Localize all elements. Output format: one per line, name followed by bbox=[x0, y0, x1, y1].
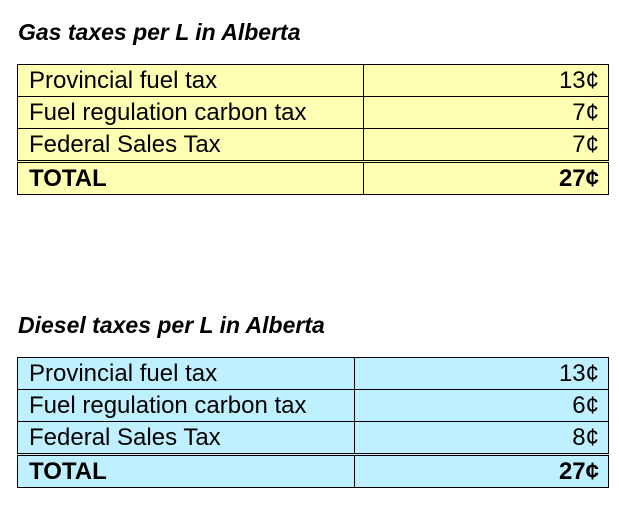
tax-label: Fuel regulation carbon tax bbox=[17, 389, 355, 422]
tax-label: Federal Sales Tax bbox=[17, 421, 355, 455]
gas-tax-table: Provincial fuel tax 13¢ Fuel regulation … bbox=[17, 64, 609, 195]
tax-amount: 7¢ bbox=[363, 128, 609, 162]
total-amount: 27¢ bbox=[363, 160, 609, 195]
total-amount: 27¢ bbox=[354, 453, 609, 488]
tax-amount: 13¢ bbox=[363, 64, 609, 97]
table-row: Federal Sales Tax 7¢ bbox=[17, 128, 609, 162]
diesel-tax-table: Provincial fuel tax 13¢ Fuel regulation … bbox=[17, 357, 609, 488]
total-label: TOTAL bbox=[17, 160, 364, 195]
table-row: Fuel regulation carbon tax 6¢ bbox=[17, 389, 609, 422]
gas-section-title: Gas taxes per L in Alberta bbox=[18, 19, 301, 45]
table-row: Fuel regulation carbon tax 7¢ bbox=[17, 96, 609, 129]
tax-amount: 6¢ bbox=[354, 389, 609, 422]
diesel-section-title: Diesel taxes per L in Alberta bbox=[18, 312, 325, 338]
tax-label: Provincial fuel tax bbox=[17, 64, 364, 97]
table-row: Federal Sales Tax 8¢ bbox=[17, 421, 609, 455]
tax-amount: 8¢ bbox=[354, 421, 609, 455]
total-row: TOTAL 27¢ bbox=[17, 160, 609, 195]
tax-label: Provincial fuel tax bbox=[17, 357, 355, 390]
tax-label: Federal Sales Tax bbox=[17, 128, 364, 162]
tax-amount: 13¢ bbox=[354, 357, 609, 390]
table-row: Provincial fuel tax 13¢ bbox=[17, 64, 609, 97]
total-label: TOTAL bbox=[17, 453, 355, 488]
total-row: TOTAL 27¢ bbox=[17, 453, 609, 488]
tax-label: Fuel regulation carbon tax bbox=[17, 96, 364, 129]
tax-amount: 7¢ bbox=[363, 96, 609, 129]
table-row: Provincial fuel tax 13¢ bbox=[17, 357, 609, 390]
